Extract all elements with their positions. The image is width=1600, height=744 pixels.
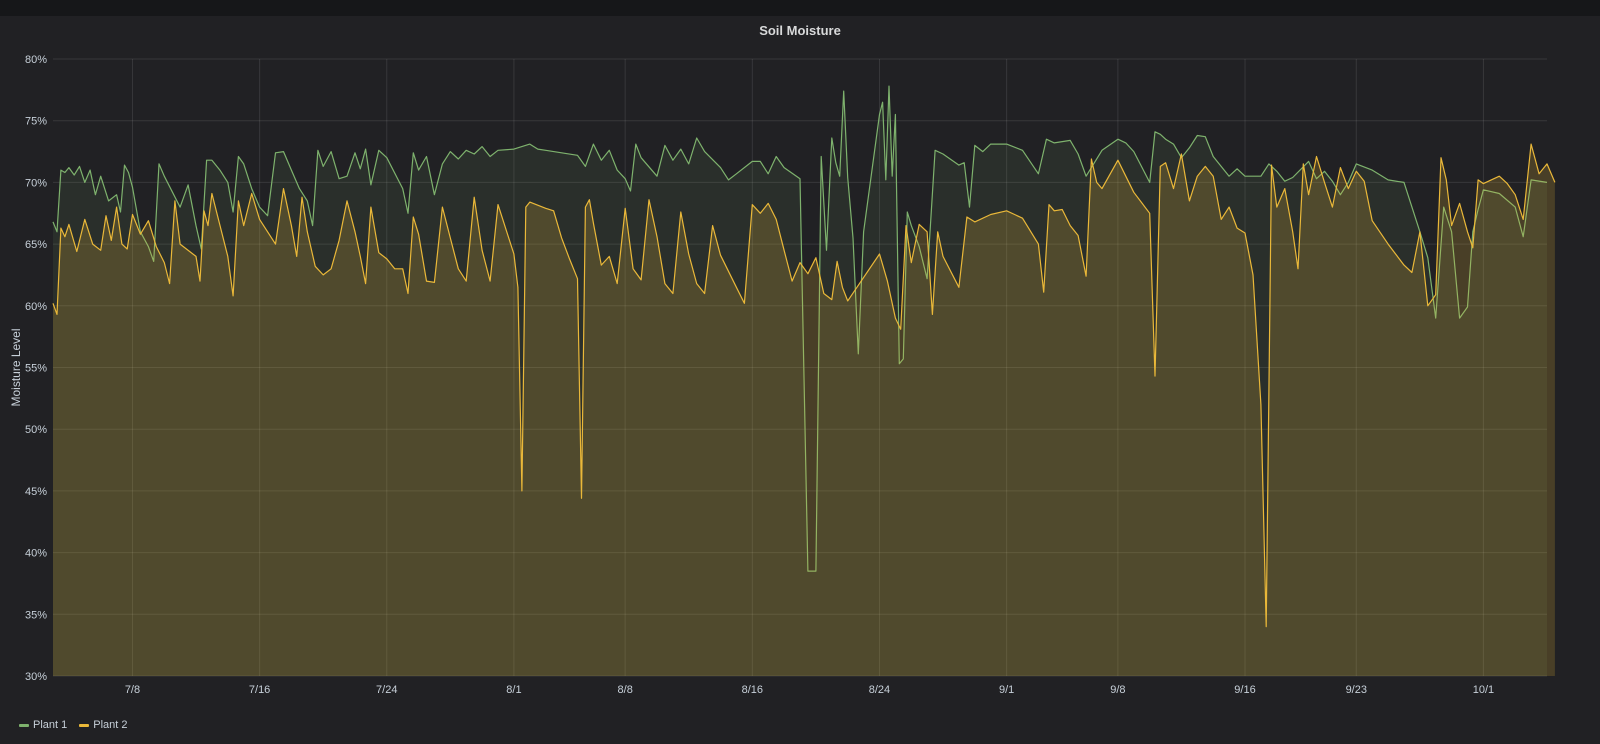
series-area-plant-1 — [53, 86, 1547, 677]
series-area-plant-2 — [53, 144, 1555, 677]
legend-label-plant-1: Plant 1 — [33, 719, 68, 731]
legend-label-plant-2: Plant 2 — [93, 719, 128, 731]
y-tick-label: 35% — [25, 609, 47, 621]
y-tick-label: 30% — [25, 671, 47, 683]
x-tick-label: 8/1 — [506, 684, 521, 696]
x-tick-label: 8/16 — [742, 684, 763, 696]
series-line-plant-1 — [52, 85, 1548, 572]
y-tick-label: 70% — [25, 177, 47, 189]
x-tick-label: 7/24 — [376, 684, 397, 696]
y-tick-label: 65% — [25, 239, 47, 251]
legend-swatch-plant-1 — [19, 723, 29, 727]
x-tick-label: 7/8 — [125, 684, 140, 696]
legend-swatch-plant-2 — [79, 723, 90, 727]
x-tick-label: 9/16 — [1234, 684, 1255, 696]
x-tick-label: 8/8 — [618, 684, 633, 696]
y-axis-label: Moisture Level — [9, 328, 23, 406]
moisture-chart: 30% 35% 40% 45% 50% 55% 60% 65% 70% 75% 80% 7/8 7/16… — [9, 54, 1556, 696]
series-line-plant-2 — [52, 143, 1556, 628]
legend: Plant 1 Plant 2 — [19, 719, 128, 731]
x-tick-label: 7/16 — [249, 684, 270, 696]
x-tick-label: 9/23 — [1346, 684, 1367, 696]
x-tick-label: 10/1 — [1473, 684, 1494, 696]
y-tick-label: 55% — [25, 363, 47, 375]
x-tick-label: 8/24 — [869, 684, 890, 696]
legend-item-plant-2[interactable]: Plant 2 — [79, 719, 128, 731]
y-tick-label: 80% — [25, 54, 47, 66]
legend-item-plant-1[interactable]: Plant 1 — [19, 719, 67, 731]
y-tick-label: 75% — [25, 116, 47, 128]
y-tick-label: 40% — [25, 548, 47, 560]
y-tick-label: 50% — [25, 424, 47, 436]
panel-title: Soil Moisture — [759, 23, 841, 38]
graph-panel: Soil Moisture 30% 35% 40% 45% 50% 55% 60% 65% 70… — [0, 16, 1600, 744]
x-tick-label: 9/1 — [999, 684, 1014, 696]
y-tick-label: 60% — [25, 301, 47, 313]
x-tick-label: 9/8 — [1110, 684, 1125, 696]
y-tick-label: 45% — [25, 486, 47, 498]
